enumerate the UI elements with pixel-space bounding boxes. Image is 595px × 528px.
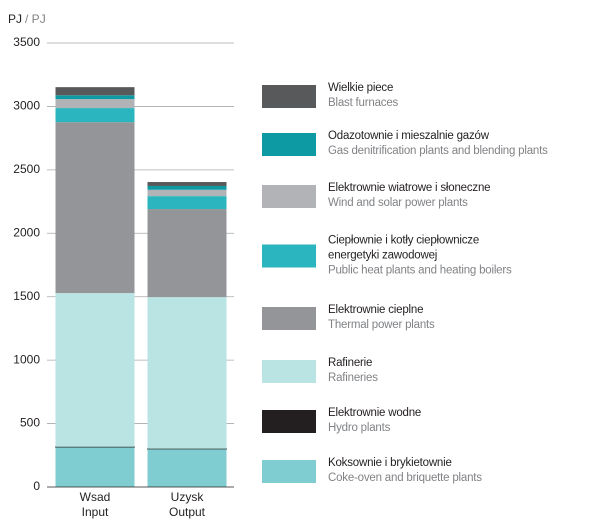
legend-swatch: [262, 306, 316, 330]
bar-segment: [55, 447, 135, 487]
legend-label: Elektrownie wiatrowe i słoneczne: [328, 182, 491, 194]
y-label-en: / PJ: [25, 12, 46, 26]
y-tick-label: 1500: [13, 289, 40, 303]
legend-text: Elektrownie wodne Hydro plants: [328, 406, 421, 436]
y-tick-label: 3000: [13, 99, 40, 113]
legend-label-en: Public heat plants and heating boilers: [328, 264, 512, 277]
legend-label: Elektrownie wodne: [328, 407, 422, 419]
bar-segment: [55, 99, 135, 109]
legend-text: Odazotownie i mieszalnie gazów Gas denitr…: [328, 129, 548, 159]
legend-item: Rafinerie Rafineries: [262, 356, 378, 386]
legend-label-en: Blast furnaces: [328, 97, 399, 109]
x-tick-label: Wsad: [80, 490, 111, 504]
legend-label: Wielkie piece: [328, 82, 394, 94]
bar-segment: [147, 189, 227, 197]
legend-text: Rafinerie Rafineries: [328, 356, 378, 386]
legend-label: Odazotownie i mieszalnie gazów: [328, 130, 489, 142]
y-tick-label: 0: [33, 479, 40, 493]
legend-label-en: Gas denitrification plants and blending …: [328, 145, 548, 157]
legend-item: Odazotownie i mieszalnie gazów Gas denitr…: [262, 129, 548, 159]
legend-label-en: Hydro plants: [328, 422, 391, 434]
legend-swatch: [262, 132, 316, 156]
legend-item: Elektrownie wiatrowe i słoneczne Wind and…: [262, 181, 491, 211]
legend-swatch: [262, 84, 316, 108]
bar-segment: [55, 293, 135, 447]
legend-swatch: [262, 359, 316, 383]
y-axis-label: PJ / PJ: [8, 12, 46, 26]
bar-segment: [55, 108, 135, 123]
bar-segment: [55, 122, 135, 294]
y-tick-label: 1000: [13, 352, 40, 366]
y-tick-label: 500: [20, 416, 40, 430]
legend-label-en: Wind and solar power plants: [328, 197, 468, 209]
legend-label-en: Thermal power plants: [328, 319, 435, 331]
x-tick-label: Uzysk: [171, 490, 205, 504]
legend-swatch: [262, 244, 316, 268]
bar-segment: [147, 196, 227, 210]
legend-label: Ciepłownie i kotły ciepłownicze energety…: [328, 234, 480, 262]
legend-item: Elektrownie wodne Hydro plants: [262, 406, 421, 436]
legend-swatch: [262, 459, 316, 483]
y-tick-label: 2000: [13, 225, 40, 239]
legend-label-en: Coke-oven and briquette plants: [328, 472, 482, 484]
legend-item: Wielkie piece Blast furnaces: [262, 81, 398, 111]
bar-segment: [55, 87, 135, 96]
bar-segment: [147, 209, 227, 298]
legend-label-en: Rafineries: [328, 372, 378, 384]
legend-swatch: [262, 409, 316, 433]
legend-text: Wielkie piece Blast furnaces: [328, 81, 398, 111]
bar-segment: [147, 185, 227, 190]
bar-segment: [147, 448, 227, 487]
legend-label: Koksownie i brykietownie: [328, 457, 452, 469]
y-label-pl: PJ: [8, 12, 22, 26]
legend-label: Elektrownie cieplne: [328, 304, 424, 316]
bar-segment: [147, 297, 227, 449]
legend-swatch: [262, 184, 316, 208]
legend-text: Ciepłownie i kotły ciepłownicze energety…: [328, 234, 533, 279]
legend-label: Rafinerie: [328, 357, 373, 369]
legend-text: Koksownie i brykietownie Coke-oven and br…: [328, 456, 482, 486]
x-tick-label-en: Output: [169, 505, 206, 519]
y-tick-label: 3500: [13, 35, 40, 49]
legend-item: Koksownie i brykietownie Coke-oven and br…: [262, 456, 482, 486]
legend-item: Elektrownie cieplne Thermal power plants: [262, 303, 435, 333]
legend-item: Ciepłownie i kotły ciepłownicze energety…: [262, 234, 533, 279]
bar-segment: [147, 182, 227, 186]
legend-text: Elektrownie wiatrowe i słoneczne Wind and…: [328, 181, 491, 211]
y-tick-label: 2500: [13, 162, 40, 176]
x-tick-label-en: Input: [82, 505, 109, 519]
legend-text: Elektrownie cieplne Thermal power plants: [328, 303, 435, 333]
bar-segment: [55, 95, 135, 100]
